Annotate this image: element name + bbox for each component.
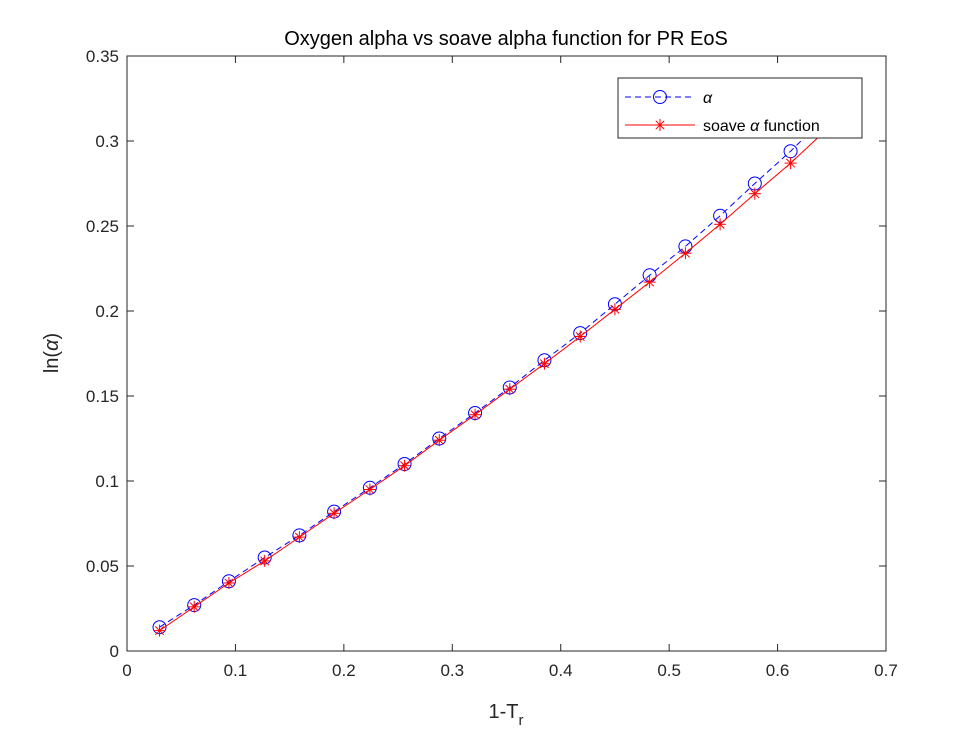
data-point-asterisk [328,507,341,520]
legend: α soave α function [617,77,863,139]
chart-title: Oxygen alpha vs soave alpha function for… [284,28,728,50]
legend-marker-circle [653,90,667,104]
data-point-asterisk [643,276,656,289]
data-point-asterisk [469,408,482,421]
y-axis-label-suffix: ) [41,333,63,340]
legend-entry-alpha: α [625,90,713,107]
data-point-asterisk [188,600,201,613]
x-tick-label: 0 [122,661,131,680]
data-point-asterisk [153,624,166,637]
y-axis-label-symbol: α [41,339,63,351]
x-tick-label: 0.5 [657,661,681,680]
legend-marker-asterisk [654,119,666,131]
data-point-asterisk [538,357,551,370]
x-tick-label: 0.7 [874,661,898,680]
x-axis-label-subscript: r [519,712,524,729]
plot-area-box [126,55,887,652]
x-tick-label: 0.4 [549,661,573,680]
y-tick-label: 0.2 [95,302,119,321]
x-axis-label-base: 1-T [489,701,519,723]
y-tick-label: 0.15 [86,387,119,406]
data-point-asterisk [714,218,727,231]
y-tick-label: 0.3 [95,132,119,151]
data-point-asterisk [293,531,306,544]
series-layer [152,110,833,637]
data-point-asterisk [748,187,761,200]
data-point-asterisk [608,303,621,316]
y-axis-label-prefix: ln( [41,351,63,374]
y-tick-label: 0.05 [86,557,119,576]
x-tick-label: 0.2 [332,661,356,680]
data-point-asterisk [503,383,516,396]
x-tick-label: 0.3 [440,661,464,680]
series-1 [153,124,832,637]
data-point-asterisk [222,577,235,589]
legend-label-alpha: α [703,90,713,107]
y-tick-label: 0.1 [95,472,119,491]
legend-entry-soave: soave α function [625,118,820,135]
data-point-asterisk [258,554,271,567]
legend-label-soave: soave α function [703,118,820,135]
data-point-asterisk [574,330,587,343]
axes-layer: 0 0.1 0.2 0.3 0.4 0.5 0.6 0.7 0 0.05 0.1 0.15 0.2 0.2… [86,47,898,680]
data-point-asterisk [784,157,797,170]
legend-box [617,77,863,139]
x-axis-label: 1-Tr [489,701,524,729]
data-point-asterisk [363,483,376,496]
series-line [159,130,826,632]
y-axis-label: ln(α) [41,333,63,373]
series-0 [152,110,833,635]
y-tick-label: 0 [110,642,119,661]
x-tick-label: 0.6 [766,661,790,680]
x-tick-label: 0.1 [224,661,248,680]
y-tick-label: 0.25 [86,217,119,236]
data-point-asterisk [679,247,692,260]
data-point-asterisk [433,434,446,447]
data-point-asterisk [398,459,411,472]
y-tick-label: 0.35 [86,47,119,66]
